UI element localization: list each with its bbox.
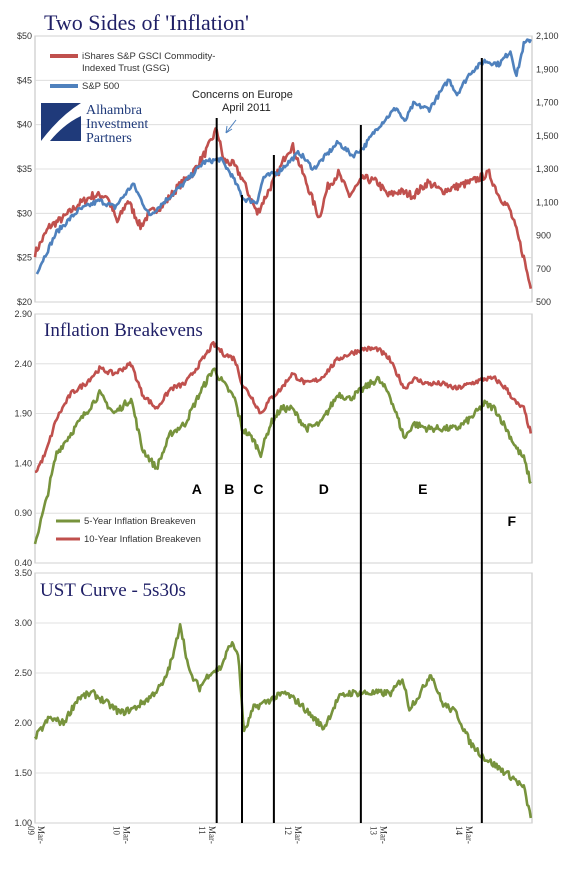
period-label-e: E: [418, 481, 427, 497]
y-tick-label: $25: [17, 253, 32, 263]
y2-tick-label: 2,100: [536, 31, 559, 41]
period-label-a: A: [192, 481, 202, 497]
y2-tick-label: 1,700: [536, 98, 559, 108]
series-layer: [33, 38, 533, 819]
annotation-line-2: April 2011: [222, 102, 271, 114]
panel-3-title: UST Curve - 5s30s: [40, 580, 186, 601]
y2-tick-label: 1,300: [536, 164, 559, 174]
legend-commodity-label: iShares S&P GSCI Commodity- Indexed Trus…: [82, 51, 218, 74]
x-tick-label: Mar-13: [369, 826, 389, 844]
y2-tick-label: 500: [536, 297, 551, 307]
legend-sp500-label: S&P 500: [82, 81, 119, 92]
y2-tick-label: 1,900: [536, 64, 559, 74]
logo-line-1: Alhambra: [86, 103, 143, 118]
annotation-arrow: [225, 119, 237, 134]
logo-line-2: Investment: [86, 117, 148, 132]
x-tick-label: Mar-10: [112, 826, 132, 844]
series-line-2-0: [33, 623, 533, 819]
series-line-0-1: [35, 38, 532, 275]
period-label-b: B: [224, 481, 234, 497]
y-tick-label: 1.40: [14, 458, 32, 468]
grid-layer: [35, 35, 532, 824]
panel-2-frame: [34, 313, 533, 564]
y-tick-label: 3.50: [14, 568, 32, 578]
y-tick-label: $45: [17, 75, 32, 85]
period-label-f: F: [508, 513, 517, 529]
y2-tick-label: 1,500: [536, 131, 559, 141]
y2-tick-label: 900: [536, 231, 551, 241]
x-tick-label: Mar-12: [283, 826, 303, 844]
panel-3-frame: [34, 572, 533, 824]
panel-1-title: Two Sides of 'Inflation': [44, 10, 249, 35]
period-label-d: D: [319, 481, 329, 497]
alhambra-logo: Alhambra Investment Partners: [41, 103, 148, 146]
annotation: Concerns on Europe April 2011: [192, 89, 293, 134]
y-tick-label: 2.50: [14, 668, 32, 678]
panel-2-title: Inflation Breakevens: [44, 320, 203, 341]
y-tick-label: 2.40: [14, 359, 32, 369]
y-tick-label: $35: [17, 164, 32, 174]
divider-layer: A B C D E F: [192, 58, 517, 823]
y-tick-label: 0.40: [14, 558, 32, 568]
y-tick-label: $30: [17, 208, 32, 218]
y-tick-label: 3.00: [14, 618, 32, 628]
y2-tick-label: 1,100: [536, 197, 559, 207]
legend-be5-label: 5-Year Inflation Breakeven: [84, 516, 196, 527]
series-line-1-0: [33, 367, 532, 545]
y-tick-label: 0.90: [14, 508, 32, 518]
y-tick-label: $50: [17, 31, 32, 41]
panel-1-legend: iShares S&P GSCI Commodity- Indexed Trus…: [50, 51, 218, 92]
y-tick-label: 2.00: [14, 718, 32, 728]
x-tick-label: Mar-11: [197, 826, 217, 844]
panel-2-legend: 5-Year Inflation Breakeven 10-Year Infla…: [56, 516, 201, 545]
y-tick-label: 1.90: [14, 409, 32, 419]
annotation-line-1: Concerns on Europe: [192, 89, 293, 101]
y-tick-label: 1.00: [14, 818, 32, 828]
x-tick-label: Mar-14: [454, 826, 474, 844]
y-tick-label: 1.50: [14, 768, 32, 778]
logo-line-3: Partners: [86, 131, 132, 146]
series-line-0-0: [33, 127, 533, 289]
axis-layer: $20 $25 $30 $35 $40 $45 $50 500 700 900 1,100 1,300…: [14, 31, 558, 844]
alhambra-logo-icon: [41, 103, 81, 141]
series-line-1-1: [34, 341, 533, 474]
x-tick-label: Mar-09: [26, 826, 46, 844]
legend-be10-label: 10-Year Inflation Breakeven: [84, 534, 201, 545]
period-label-c: C: [253, 481, 263, 497]
y-tick-label: $20: [17, 297, 32, 307]
y-tick-label: 2.90: [14, 309, 32, 319]
y-tick-label: $40: [17, 120, 32, 130]
y2-tick-label: 700: [536, 264, 551, 274]
